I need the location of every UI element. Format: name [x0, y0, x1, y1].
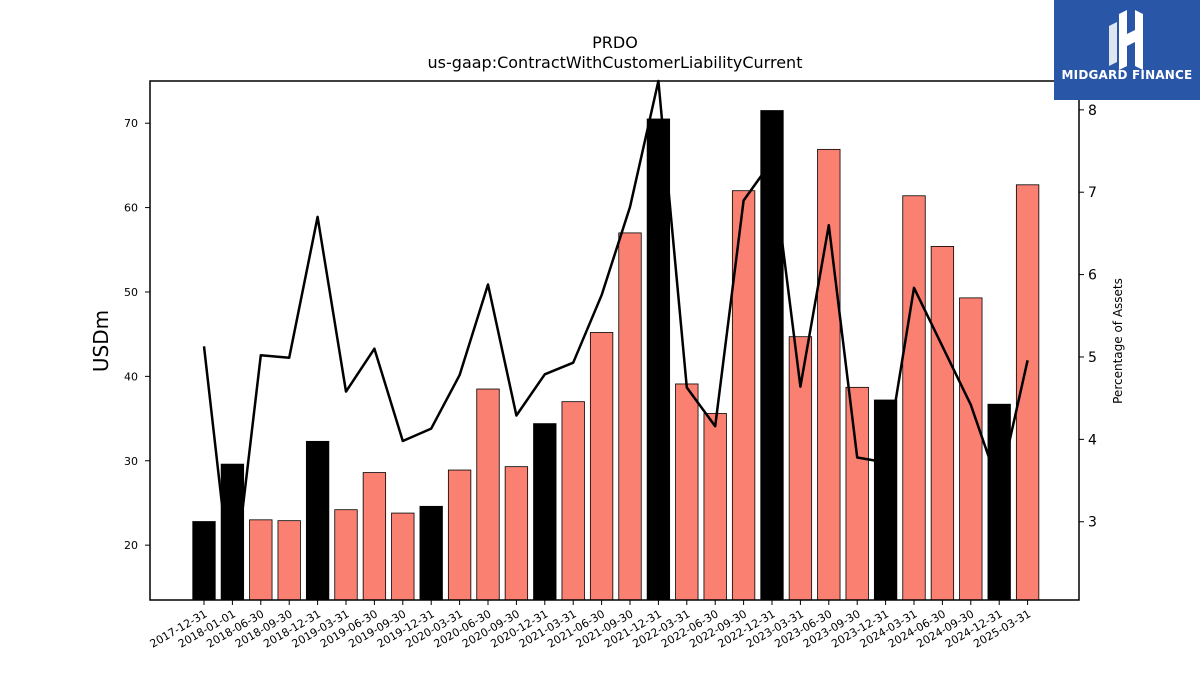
bar-2020-06-30	[476, 388, 500, 601]
y2-tick-label: 3	[1088, 515, 1097, 531]
y-tick-label: 20	[124, 539, 138, 552]
series-line-percentage-of-assets	[202, 79, 1029, 598]
logo-mark-icon	[1109, 10, 1143, 70]
logo-text: MIDGARD FINANCE	[1061, 68, 1193, 82]
y-tick-label: 50	[124, 286, 138, 299]
bar-2019-12-31	[419, 505, 443, 601]
bar-2023-06-30	[817, 148, 841, 601]
y2-tick-label: 5	[1088, 350, 1097, 366]
y-tick-label: 40	[124, 370, 138, 383]
chart-subtitle: us-gaap:ContractWithCustomerLiabilityCur…	[428, 53, 803, 72]
bar-2022-09-30	[731, 190, 756, 601]
brand-logo: MIDGARD FINANCE	[1054, 0, 1200, 100]
y2-tick-label: 8	[1088, 103, 1097, 119]
bar-2022-12-31	[760, 110, 784, 601]
bar-2022-03-31	[675, 383, 699, 601]
bar-2023-09-30	[845, 386, 869, 601]
bar-2021-12-31	[646, 118, 671, 601]
bar-2023-12-31	[873, 399, 898, 601]
y-tick-label: 60	[124, 202, 138, 215]
bar-2018-09-30	[277, 520, 301, 601]
bar-2019-09-30	[391, 512, 415, 601]
y-tick-label: 70	[124, 117, 138, 130]
y-axis-label: USDm	[89, 310, 113, 372]
y2-tick-label: 7	[1088, 185, 1097, 201]
y2-tick-label: 4	[1088, 432, 1097, 448]
bar-2020-03-31	[447, 469, 472, 601]
bar-2021-03-31	[561, 401, 585, 601]
plot-frame	[149, 80, 1080, 601]
bar-2017-12-31	[192, 521, 216, 601]
y2-axis-label: Percentage of Assets	[1111, 278, 1125, 404]
bar-2024-03-31	[902, 195, 926, 601]
y2-tick-label: 6	[1088, 268, 1097, 284]
bar-2024-12-31	[987, 403, 1011, 601]
bar-2024-09-30	[959, 297, 983, 601]
bar-2020-09-30	[504, 466, 529, 601]
bar-2019-06-30	[362, 472, 387, 601]
bar-2020-12-31	[533, 423, 557, 601]
bar-2021-06-30	[589, 332, 614, 601]
bar-2018-06-30	[249, 519, 273, 601]
bar-2021-09-30	[618, 232, 642, 601]
bar-2023-03-31	[788, 336, 813, 601]
chart-title: PRDO	[592, 33, 638, 52]
y-tick-label: 30	[124, 455, 138, 468]
bar-2019-03-31	[334, 509, 358, 601]
bar-2018-12-31	[305, 440, 330, 601]
bar-2022-06-30	[703, 413, 727, 601]
bar-2024-06-30	[930, 246, 955, 601]
